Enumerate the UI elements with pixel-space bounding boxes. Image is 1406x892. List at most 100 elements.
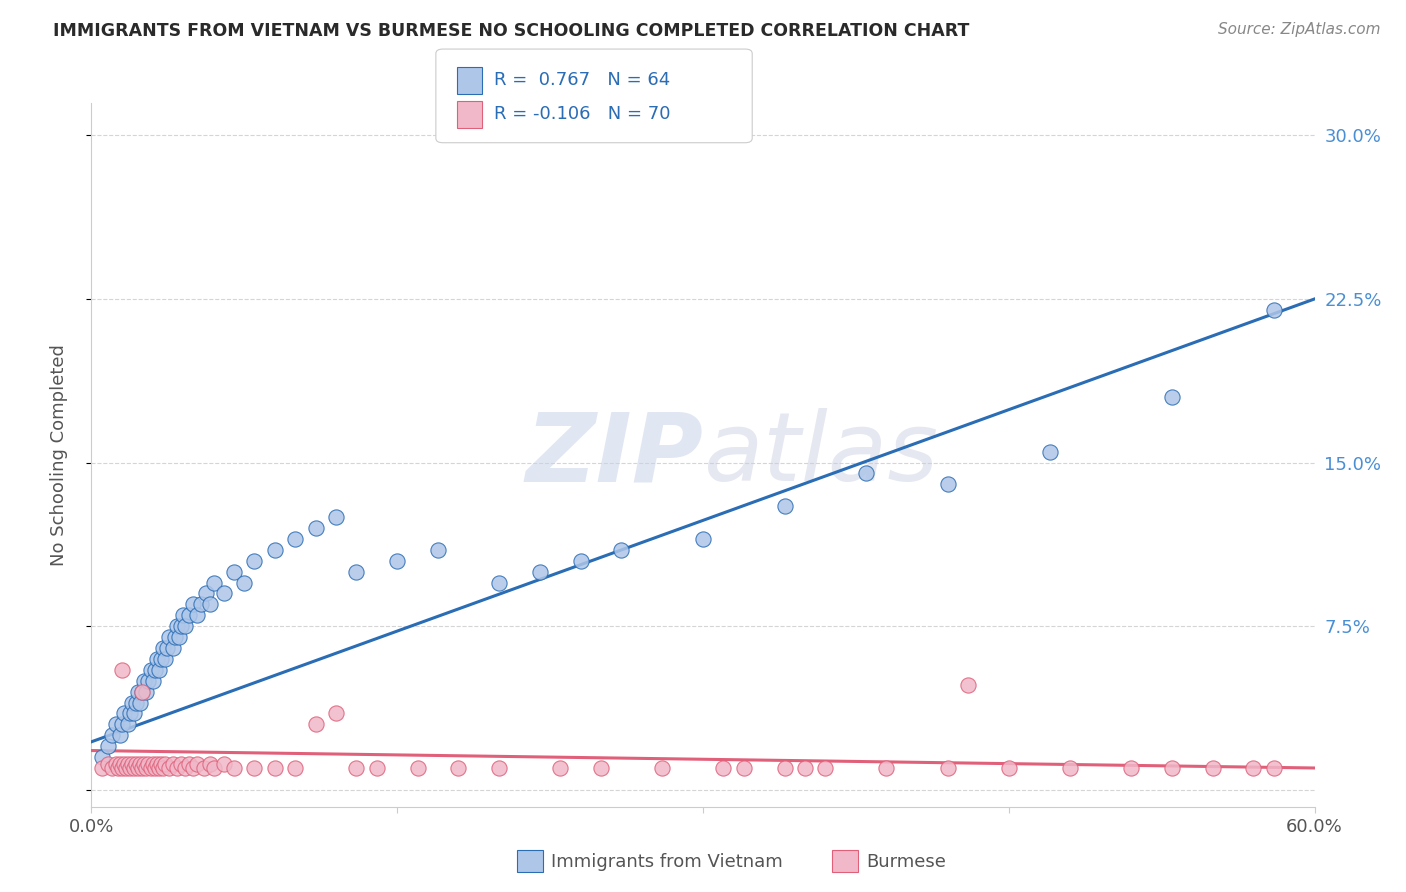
Point <box>162 640 184 655</box>
Point <box>148 761 170 775</box>
Point <box>198 598 221 612</box>
Point <box>855 467 877 481</box>
Point <box>304 717 326 731</box>
Point <box>936 477 959 491</box>
Point <box>651 761 673 775</box>
Point <box>111 663 134 677</box>
Point <box>569 554 592 568</box>
Point <box>264 542 287 557</box>
Point <box>591 761 613 775</box>
Point <box>773 761 796 775</box>
Point <box>139 761 162 775</box>
Text: Burmese: Burmese <box>866 853 946 871</box>
Point <box>153 652 176 666</box>
Point <box>131 684 153 698</box>
Point <box>170 619 193 633</box>
Point <box>125 696 148 710</box>
Point <box>385 554 409 568</box>
Point <box>117 717 139 731</box>
Point <box>153 756 176 771</box>
Point <box>190 598 212 612</box>
Point <box>174 761 197 775</box>
Point <box>121 756 143 771</box>
Point <box>447 761 470 775</box>
Point <box>186 608 208 623</box>
Point <box>152 640 174 655</box>
Point <box>104 756 127 771</box>
Point <box>170 756 193 771</box>
Point <box>733 761 755 775</box>
Point <box>107 761 129 775</box>
Point <box>1263 761 1285 775</box>
Text: R =  0.767   N = 64: R = 0.767 N = 64 <box>494 71 669 89</box>
Point <box>127 761 149 775</box>
Point <box>149 652 172 666</box>
Point <box>284 761 307 775</box>
Point <box>202 575 225 590</box>
Point <box>1059 761 1081 775</box>
Point <box>183 598 205 612</box>
Text: IMMIGRANTS FROM VIETNAM VS BURMESE NO SCHOOLING COMPLETED CORRELATION CHART: IMMIGRANTS FROM VIETNAM VS BURMESE NO SC… <box>53 22 970 40</box>
Point <box>157 630 180 644</box>
Point <box>134 673 156 688</box>
Point <box>1161 390 1184 404</box>
Point <box>121 696 143 710</box>
Point <box>145 652 167 666</box>
Point <box>139 663 162 677</box>
Point <box>222 761 246 775</box>
Point <box>120 761 142 775</box>
Point <box>1161 761 1184 775</box>
Point <box>122 761 145 775</box>
Point <box>108 756 131 771</box>
Point <box>112 756 135 771</box>
Point <box>145 756 167 771</box>
Point <box>104 717 127 731</box>
Point <box>131 761 153 775</box>
Point <box>156 640 179 655</box>
Text: Source: ZipAtlas.com: Source: ZipAtlas.com <box>1218 22 1381 37</box>
Point <box>956 678 979 692</box>
Point <box>264 761 287 775</box>
Point <box>111 717 134 731</box>
Point <box>135 684 157 698</box>
Point <box>610 542 633 557</box>
Point <box>138 673 160 688</box>
Point <box>325 706 347 721</box>
Point <box>1121 761 1143 775</box>
Point <box>131 684 153 698</box>
Point <box>194 586 217 600</box>
Point <box>875 761 898 775</box>
Point <box>814 761 837 775</box>
Point <box>127 684 149 698</box>
Point <box>998 761 1021 775</box>
Point <box>284 532 307 546</box>
Point <box>1243 761 1265 775</box>
Point <box>325 510 347 524</box>
Point <box>117 756 139 771</box>
Point <box>222 565 246 579</box>
Point <box>793 761 815 775</box>
Point <box>97 739 120 754</box>
Point <box>120 706 142 721</box>
Point <box>550 761 572 775</box>
Point <box>183 761 205 775</box>
Point <box>167 630 190 644</box>
Point <box>141 673 163 688</box>
Point <box>166 761 188 775</box>
Point <box>488 761 510 775</box>
Point <box>90 750 112 764</box>
Point <box>90 761 112 775</box>
Point <box>406 761 429 775</box>
Point <box>212 756 235 771</box>
Point <box>346 761 368 775</box>
Point <box>346 565 368 579</box>
Point <box>186 756 208 771</box>
Point <box>111 761 134 775</box>
Point <box>243 761 266 775</box>
Point <box>212 586 235 600</box>
Text: ZIP: ZIP <box>524 409 703 501</box>
Point <box>243 554 266 568</box>
Point <box>115 761 138 775</box>
Point <box>773 499 796 513</box>
Point <box>125 756 148 771</box>
